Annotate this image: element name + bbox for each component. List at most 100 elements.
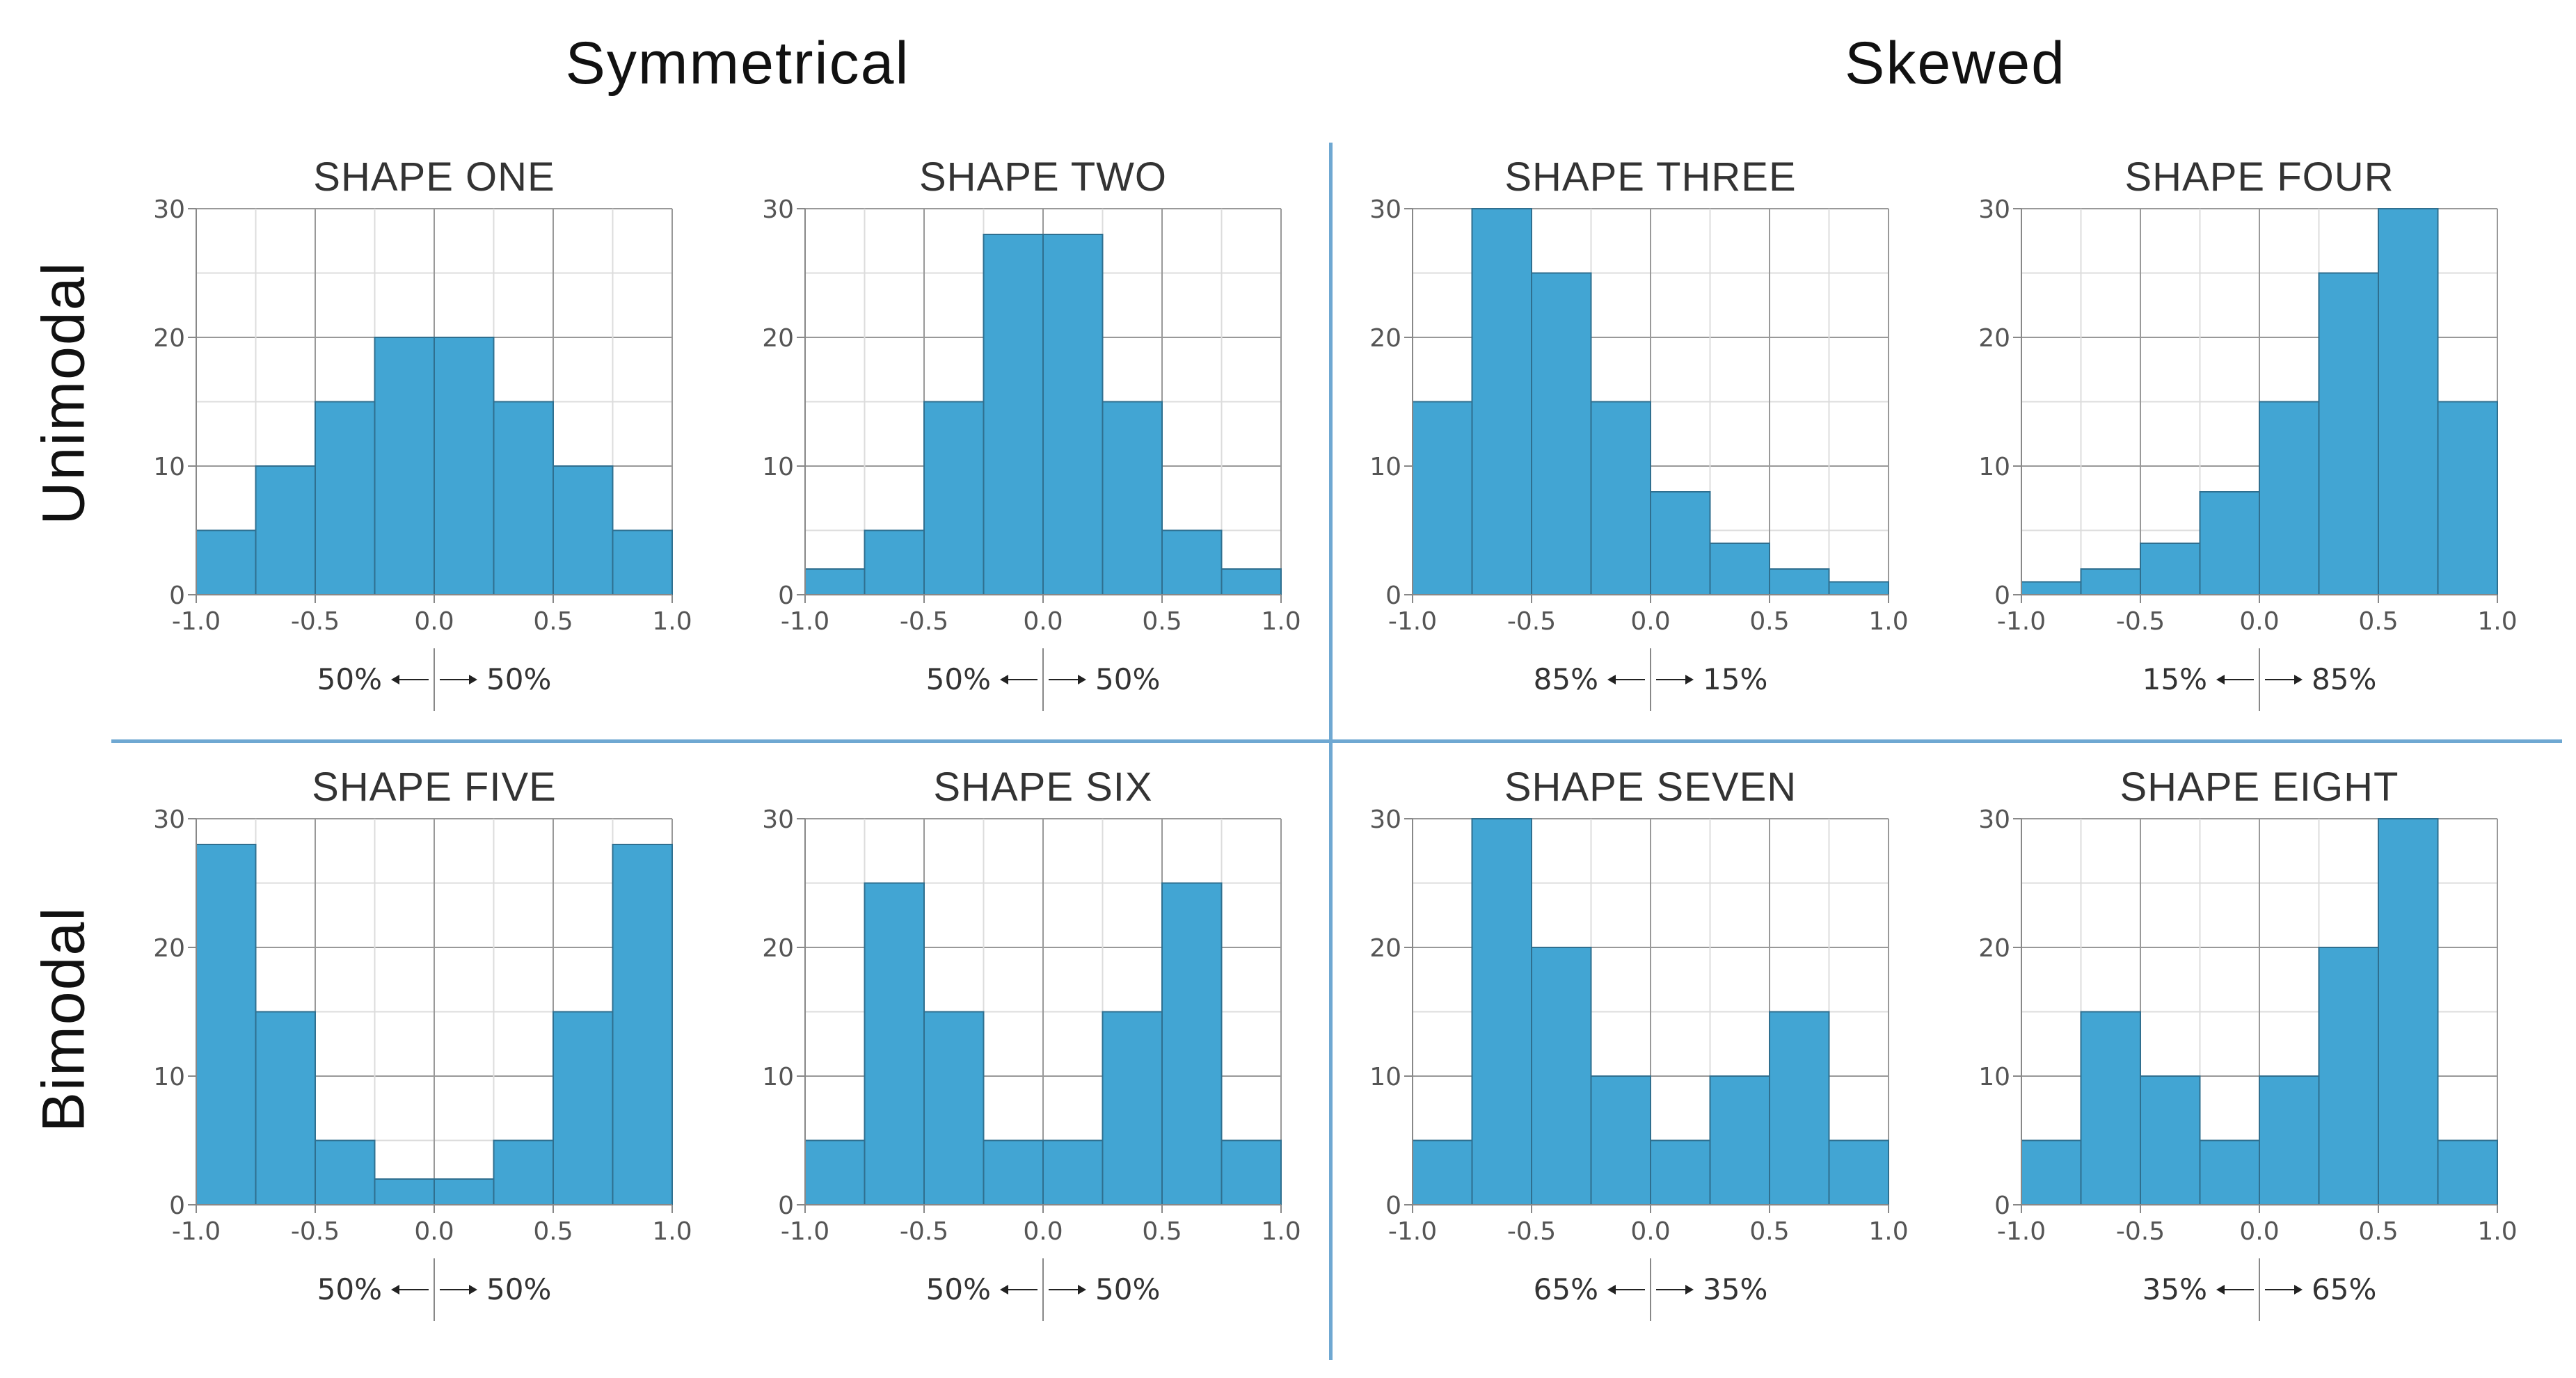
left-arrow-icon: [391, 1285, 399, 1295]
y-tick-label: 20: [762, 934, 794, 963]
bar: [2080, 1011, 2141, 1205]
x-tick-label: -0.5: [2116, 1217, 2165, 1246]
right-percentage: 50%: [1095, 1272, 1160, 1306]
y-tick-label: 0: [1385, 1192, 1401, 1220]
bar: [493, 1139, 554, 1205]
bar: [1161, 882, 1223, 1205]
x-tick-label: -1.0: [781, 607, 829, 636]
x-tick-label: 0.5: [1142, 607, 1182, 636]
y-tick-label: 20: [1978, 324, 2010, 353]
x-tick-label: -0.5: [900, 607, 948, 636]
bar: [196, 529, 257, 595]
chart-title: SHAPE ONE: [313, 154, 555, 200]
left-percentage: 50%: [317, 662, 382, 696]
bar: [983, 234, 1044, 595]
y-tick-label: 30: [762, 806, 794, 834]
bar: [2259, 401, 2320, 595]
bar: [2021, 581, 2082, 595]
bar: [2140, 1075, 2201, 1205]
bar: [2140, 543, 2201, 595]
left-percentage: 50%: [926, 662, 991, 696]
x-tick-label: -1.0: [781, 1217, 829, 1246]
right-arrow-icon: [1685, 1285, 1694, 1295]
x-tick-label: -0.5: [900, 1217, 948, 1246]
x-tick-label: -1.0: [1997, 1217, 2046, 1246]
chart-5: SHAPE FIVE 0 10 20 30 -1.0 -0.5 0.0 0.5 1.0 50% 50%: [153, 764, 692, 1321]
bar: [1769, 1011, 1830, 1205]
x-tick-label: 1.0: [1261, 1217, 1301, 1246]
x-tick-label: 0.5: [2358, 607, 2398, 636]
right-percentage: 50%: [486, 1272, 551, 1306]
right-arrow-icon: [2294, 1285, 2303, 1295]
chart-title: SHAPE SEVEN: [1504, 764, 1797, 810]
bar: [804, 1139, 866, 1205]
y-tick-label: 0: [778, 582, 794, 610]
x-tick-label: 0.0: [2239, 607, 2279, 636]
y-tick-label: 20: [762, 324, 794, 353]
bar: [552, 1011, 614, 1205]
left-percentage: 15%: [2142, 662, 2207, 696]
chart-1: SHAPE ONE 0 10 20 30 -1.0 -0.5 0.0 0.5 1.0 50% 50%: [153, 154, 692, 711]
bar: [2199, 491, 2260, 595]
y-tick-label: 10: [1978, 453, 2010, 481]
x-tick-label: 0.0: [414, 607, 454, 636]
horizontal-divider: [111, 739, 2562, 743]
chart-title: SHAPE THREE: [1504, 154, 1796, 200]
bar: [2318, 947, 2379, 1205]
bar: [315, 401, 376, 595]
x-tick-label: -1.0: [172, 607, 221, 636]
y-tick-label: 10: [153, 453, 185, 481]
bar: [493, 401, 554, 595]
chart-title: SHAPE TWO: [919, 154, 1167, 200]
bar: [1412, 401, 1473, 595]
left-arrow-icon: [1000, 1285, 1008, 1295]
x-tick-label: 0.0: [1630, 1217, 1670, 1246]
x-tick-label: -1.0: [1997, 607, 2046, 636]
bar: [2318, 272, 2379, 595]
x-tick-label: 1.0: [652, 607, 692, 636]
right-percentage: 35%: [1703, 1272, 1767, 1306]
right-percentage: 85%: [2312, 662, 2376, 696]
y-tick-label: 20: [1369, 934, 1401, 963]
bar: [1042, 234, 1104, 595]
left-arrow-icon: [1000, 675, 1008, 684]
x-tick-label: 0.0: [414, 1217, 454, 1246]
bar: [2378, 818, 2439, 1205]
bar: [1769, 568, 1830, 595]
bar: [1531, 947, 1592, 1205]
bar: [1828, 1139, 1889, 1205]
x-tick-label: 0.5: [533, 1217, 573, 1246]
x-tick-label: -0.5: [1507, 1217, 1556, 1246]
bar: [923, 1011, 985, 1205]
y-tick-label: 10: [1369, 1063, 1401, 1091]
bar: [374, 337, 435, 595]
vertical-divider: [1329, 143, 1333, 1360]
x-tick-label: 0.5: [1142, 1217, 1182, 1246]
bar: [1531, 272, 1592, 595]
y-tick-label: 0: [1385, 582, 1401, 610]
bar: [1590, 401, 1651, 595]
left-arrow-icon: [2216, 1285, 2225, 1295]
bar: [864, 529, 925, 595]
bar: [1102, 1011, 1163, 1205]
left-arrow-icon: [1607, 1285, 1616, 1295]
bar: [983, 1139, 1044, 1205]
x-tick-label: 0.5: [1749, 1217, 1789, 1246]
y-tick-label: 0: [1994, 1192, 2010, 1220]
bar: [552, 465, 614, 595]
right-percentage: 15%: [1703, 662, 1767, 696]
y-tick-label: 30: [1978, 195, 2010, 224]
x-tick-label: 0.0: [2239, 1217, 2279, 1246]
chart-7: SHAPE SEVEN 0 10 20 30 -1.0 -0.5 0.0 0.5 1.0 65% 35…: [1369, 764, 1909, 1321]
bar: [315, 1139, 376, 1205]
right-arrow-icon: [469, 1285, 477, 1295]
header-symmetrical: Symmetrical: [565, 30, 910, 97]
y-tick-label: 30: [153, 806, 185, 834]
y-tick-label: 20: [1978, 934, 2010, 963]
y-tick-label: 0: [169, 1192, 185, 1220]
bar: [1828, 581, 1889, 595]
bar: [923, 401, 985, 595]
x-tick-label: -1.0: [1388, 607, 1437, 636]
bar: [2259, 1075, 2320, 1205]
bar: [374, 1178, 435, 1205]
